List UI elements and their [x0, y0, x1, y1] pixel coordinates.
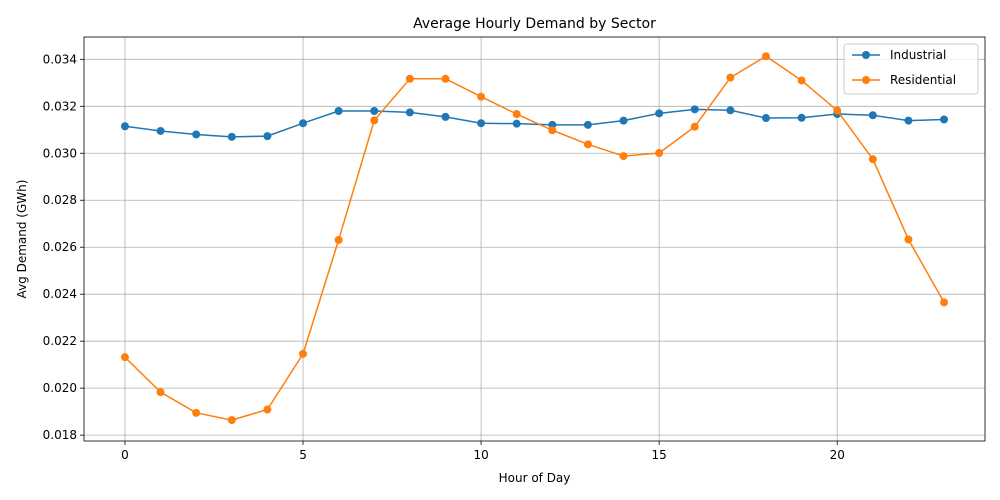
legend-industrial-label: Industrial: [890, 48, 946, 62]
data-point-residential: [619, 152, 628, 161]
x-tick-label: 10: [473, 448, 488, 462]
data-point-residential: [833, 106, 842, 115]
data-point-industrial: [299, 119, 308, 128]
data-point-industrial: [477, 119, 486, 128]
data-point-residential: [583, 140, 592, 149]
x-tick-label: 0: [121, 448, 129, 462]
data-point-industrial: [405, 108, 414, 117]
data-point-residential: [441, 74, 450, 83]
x-axis: 0 5 10 15 20: [121, 441, 845, 462]
data-point-industrial: [904, 116, 913, 125]
series-line-residential: [124, 55, 945, 421]
data-point-residential: [370, 116, 379, 125]
data-point-residential: [334, 235, 343, 244]
data-point-industrial: [655, 109, 664, 118]
data-point-industrial: [761, 114, 770, 123]
y-tick-label: 0.028: [43, 193, 77, 207]
data-point-industrial: [690, 105, 699, 114]
y-tick-label: 0.024: [43, 287, 77, 301]
data-point-residential: [797, 76, 806, 85]
data-point-residential: [868, 155, 877, 164]
data-point-industrial: [512, 119, 521, 128]
plot-frame: [83, 36, 986, 442]
data-point-residential: [156, 388, 165, 397]
y-tick-label: 0.026: [43, 240, 77, 254]
data-point-industrial: [726, 106, 735, 115]
x-tick-label: 5: [299, 448, 307, 462]
data-point-residential: [405, 74, 414, 83]
y-tick-label: 0.020: [43, 381, 77, 395]
chart-title: Average Hourly Demand by Sector: [413, 16, 656, 32]
data-point-industrial: [583, 120, 592, 129]
y-tick-label: 0.022: [43, 334, 77, 348]
data-point-industrial: [370, 106, 379, 115]
data-point-residential: [940, 298, 949, 307]
data-point-residential: [120, 353, 129, 362]
data-point-residential: [655, 149, 664, 158]
y-axis-label: Avg Demand (GWh): [15, 180, 29, 299]
legend-industrial-marker: [862, 51, 870, 59]
legend-residential-marker: [862, 76, 870, 84]
legend-box: [843, 43, 979, 95]
legend-residential-label: Residential: [890, 73, 956, 87]
y-tick-label: 0.018: [43, 428, 77, 442]
data-point-industrial: [334, 106, 343, 115]
series-layer: [120, 52, 949, 425]
legend: Industrial Residential: [843, 43, 979, 95]
x-tick-label: 15: [652, 448, 667, 462]
data-point-industrial: [156, 126, 165, 135]
series-residential: [120, 52, 949, 425]
y-tick-label: 0.034: [43, 52, 77, 66]
x-axis-label: Hour of Day: [499, 471, 571, 485]
data-point-residential: [263, 405, 272, 414]
data-point-residential: [761, 52, 770, 61]
data-point-industrial: [619, 116, 628, 125]
data-point-residential: [548, 126, 557, 135]
x-tick-label: 20: [830, 448, 845, 462]
series-industrial: [120, 105, 949, 141]
data-point-residential: [477, 92, 486, 101]
data-point-residential: [690, 122, 699, 131]
data-point-industrial: [120, 122, 129, 131]
data-point-industrial: [868, 111, 877, 120]
y-axis: 0.018 0.020 0.022 0.024 0.026 0.028 0.030 0.032…: [43, 52, 84, 442]
series-line-industrial: [124, 108, 945, 138]
data-point-industrial: [441, 112, 450, 121]
data-point-industrial: [192, 130, 201, 139]
data-point-residential: [192, 408, 201, 417]
data-point-industrial: [227, 132, 236, 141]
data-point-residential: [227, 416, 236, 425]
y-tick-label: 0.032: [43, 99, 77, 113]
y-tick-label: 0.030: [43, 146, 77, 160]
data-point-residential: [904, 235, 913, 244]
grid: [84, 37, 985, 441]
data-point-industrial: [940, 115, 949, 124]
data-point-industrial: [797, 113, 806, 122]
data-point-industrial: [263, 132, 272, 141]
data-point-residential: [726, 73, 735, 82]
data-point-residential: [299, 349, 308, 358]
data-point-residential: [512, 110, 521, 119]
